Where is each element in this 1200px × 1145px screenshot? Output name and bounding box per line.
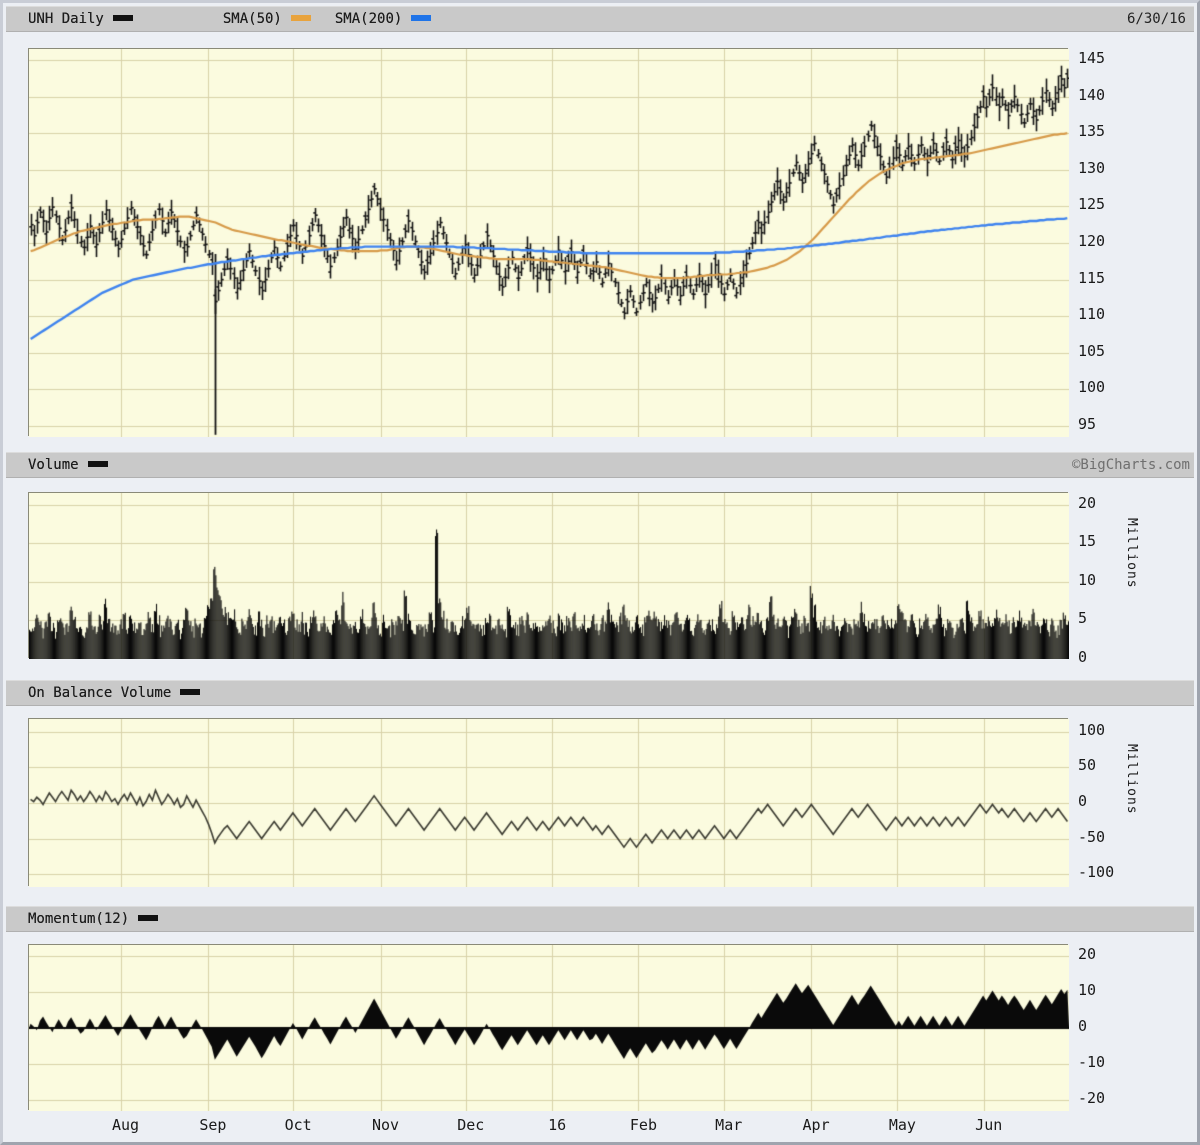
- price-plot-area: [28, 48, 1069, 437]
- y-tick-label: 5: [1078, 609, 1088, 628]
- x-tick-label: Dec: [457, 1116, 485, 1134]
- y-tick-label: -100: [1078, 863, 1115, 882]
- volume-canvas: [29, 493, 1069, 659]
- quote-date: 6/30/16: [1126, 11, 1186, 27]
- x-tick-label: May: [888, 1116, 916, 1134]
- momentum-plot-area: [28, 944, 1069, 1111]
- y-tick-label: 110: [1078, 305, 1106, 324]
- momentum-panel-header: Momentum(12): [6, 906, 1194, 932]
- sma200-legend-label: SMA(200): [334, 11, 403, 27]
- price-series-swatch-icon: [112, 15, 133, 21]
- y-tick-label: 100: [1078, 378, 1106, 397]
- volume-units-label: Millions: [1124, 518, 1139, 589]
- x-tick-label: Sep: [199, 1116, 227, 1134]
- y-tick-label: 95: [1078, 415, 1097, 434]
- y-tick-label: 10: [1078, 570, 1097, 589]
- y-tick-label: 115: [1078, 268, 1106, 287]
- y-tick-label: 0: [1078, 792, 1088, 810]
- sma50-swatch-icon: [290, 15, 311, 21]
- volume-panel-title: Volume: [28, 457, 79, 473]
- y-tick-label: -10: [1078, 1053, 1106, 1072]
- momentum-panel-title: Momentum(12): [28, 911, 130, 927]
- x-tick-label: Nov: [371, 1116, 400, 1134]
- y-tick-label: 120: [1078, 232, 1106, 250]
- momentum-canvas: [29, 945, 1069, 1111]
- y-tick-label: 0: [1078, 1017, 1088, 1035]
- x-axis-strip: Aug Sep Oct Nov Dec 16 Feb Mar Apr May Jun: [6, 1112, 1194, 1142]
- bigcharts-credit: ©BigCharts.com: [1071, 457, 1190, 473]
- y-tick-label: 125: [1078, 195, 1106, 214]
- obv-plot-area: [28, 718, 1069, 887]
- x-tick-label: Aug: [111, 1116, 140, 1134]
- y-tick-label: 140: [1078, 85, 1106, 104]
- y-tick-label: 10: [1078, 980, 1097, 999]
- sma200-swatch-icon: [411, 15, 432, 21]
- obv-series-swatch-icon: [180, 689, 201, 695]
- y-tick-label: 135: [1078, 122, 1106, 141]
- x-tick-label: Oct: [284, 1116, 312, 1134]
- y-tick-label: 50: [1078, 756, 1097, 775]
- y-tick-label: 145: [1078, 48, 1106, 67]
- y-tick-label: -20: [1078, 1089, 1106, 1108]
- y-tick-label: 20: [1078, 944, 1097, 963]
- y-tick-label: 20: [1078, 493, 1097, 512]
- price-panel-header: UNH Daily SMA(50) SMA(200) 6/30/16: [6, 6, 1194, 32]
- y-tick-label: 0: [1078, 648, 1088, 666]
- y-tick-label: 100: [1078, 720, 1106, 739]
- x-tick-label: Feb: [629, 1116, 657, 1134]
- momentum-series-swatch-icon: [138, 915, 159, 921]
- x-tick-label: 16: [548, 1116, 567, 1134]
- price-canvas: [29, 49, 1069, 437]
- y-tick-label: 130: [1078, 158, 1106, 177]
- x-tick-label: Apr: [802, 1116, 830, 1134]
- obv-units-label: Millions: [1124, 744, 1139, 815]
- volume-plot-area: [28, 492, 1069, 659]
- obv-canvas: [29, 719, 1069, 887]
- obv-panel-header: On Balance Volume: [6, 680, 1194, 706]
- volume-series-swatch-icon: [87, 461, 108, 467]
- obv-panel-title: On Balance Volume: [28, 685, 172, 701]
- sma50-legend-label: SMA(50): [222, 11, 282, 27]
- x-tick-label: Mar: [715, 1116, 743, 1134]
- price-panel-title: UNH Daily: [28, 11, 104, 27]
- x-tick-label: Jun: [975, 1116, 1003, 1134]
- y-tick-label: 105: [1078, 341, 1106, 360]
- y-tick-label: -50: [1078, 827, 1106, 846]
- y-tick-label: 15: [1078, 532, 1097, 551]
- volume-panel-header: Volume ©BigCharts.com: [6, 452, 1194, 478]
